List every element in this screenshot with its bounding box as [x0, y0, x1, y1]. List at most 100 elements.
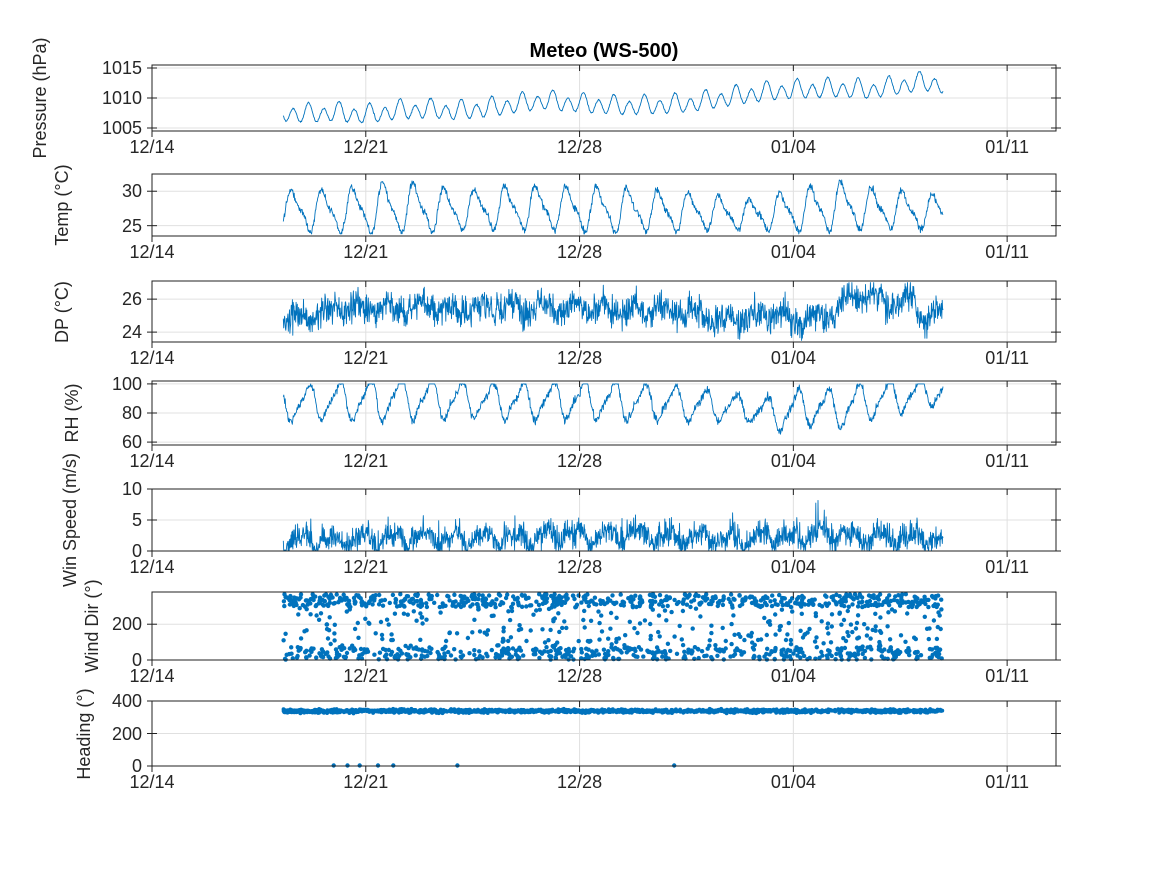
dot [587, 709, 592, 713]
dot [749, 630, 754, 636]
dot [629, 599, 634, 605]
dot [877, 639, 882, 645]
dot [837, 594, 842, 599]
dot [339, 647, 344, 652]
dot [442, 653, 447, 659]
dot [503, 595, 509, 601]
dot [757, 708, 762, 713]
dot [485, 654, 490, 659]
dot [528, 628, 533, 633]
y-tick-label-wind_dir: 200 [111, 614, 142, 635]
dot [693, 593, 698, 599]
dot [867, 598, 873, 604]
dot [927, 646, 933, 652]
dot [316, 710, 321, 715]
dot [650, 650, 655, 655]
temp-series-line [282, 179, 944, 235]
dot [627, 646, 632, 651]
dot [702, 596, 707, 601]
dot [788, 642, 794, 647]
dot [318, 611, 324, 616]
dot [769, 603, 775, 609]
dot [307, 653, 312, 658]
dot [454, 631, 460, 636]
dot [630, 605, 636, 610]
dot [621, 707, 625, 712]
dot [534, 599, 539, 604]
dot [389, 632, 394, 637]
dot [658, 708, 662, 713]
dot [484, 632, 490, 637]
dot [696, 655, 701, 661]
dot [333, 655, 339, 661]
dot [448, 709, 453, 713]
dot [917, 601, 922, 607]
dot [562, 619, 567, 624]
dot [690, 626, 695, 631]
dot [788, 604, 794, 610]
dot [798, 655, 803, 660]
dot [900, 599, 905, 604]
dot [378, 619, 384, 625]
dot [336, 710, 341, 715]
dot [909, 604, 915, 610]
dot [842, 645, 848, 651]
dot [829, 624, 834, 629]
dot [363, 616, 368, 621]
dot [585, 592, 590, 597]
dot [786, 709, 791, 714]
dot [869, 657, 874, 662]
dot [696, 647, 701, 652]
dot [813, 613, 819, 619]
panel-border [151, 173, 1057, 237]
dot [896, 651, 901, 656]
dot [779, 599, 784, 604]
x-tick-label: 01/11 [985, 557, 1029, 577]
y-tick-label-wind_speed: 5 [131, 510, 142, 530]
y-tick-label-wind_dir: 0 [131, 650, 142, 670]
dot [845, 651, 850, 656]
dot [377, 650, 383, 655]
dot [680, 608, 686, 614]
dot [855, 652, 861, 657]
x-tick-label: 01/04 [770, 242, 816, 262]
panel-pressure [147, 64, 1061, 137]
dot [472, 648, 477, 653]
dot [932, 708, 936, 713]
dot [314, 655, 319, 660]
dot [672, 597, 677, 603]
dot [669, 609, 674, 615]
dot [629, 707, 634, 712]
dot [865, 626, 870, 631]
dot [862, 622, 867, 627]
dot [699, 708, 704, 713]
dot [606, 649, 611, 654]
dot [737, 603, 743, 609]
y-tick-label-dew_point: 24 [121, 322, 142, 343]
dot [765, 619, 771, 625]
dot [537, 708, 541, 713]
dot [719, 708, 724, 712]
dot [906, 646, 911, 651]
dot [582, 625, 587, 630]
dot [936, 708, 940, 713]
dot [642, 618, 648, 623]
dot [873, 711, 878, 715]
panel-wind_speed [147, 488, 1061, 557]
dot [508, 635, 514, 640]
dot [913, 650, 918, 655]
dot [777, 627, 782, 633]
pressure-series-line [282, 71, 944, 124]
dot [363, 707, 368, 712]
dot [692, 645, 698, 650]
dot [292, 598, 297, 603]
dot [827, 708, 831, 713]
dot [596, 652, 602, 657]
dot [399, 710, 404, 714]
x-tick-label: 01/11 [985, 242, 1029, 262]
dot [806, 602, 811, 607]
dot [656, 648, 661, 653]
dot [486, 593, 492, 598]
dot [489, 613, 494, 619]
dot [622, 643, 627, 648]
